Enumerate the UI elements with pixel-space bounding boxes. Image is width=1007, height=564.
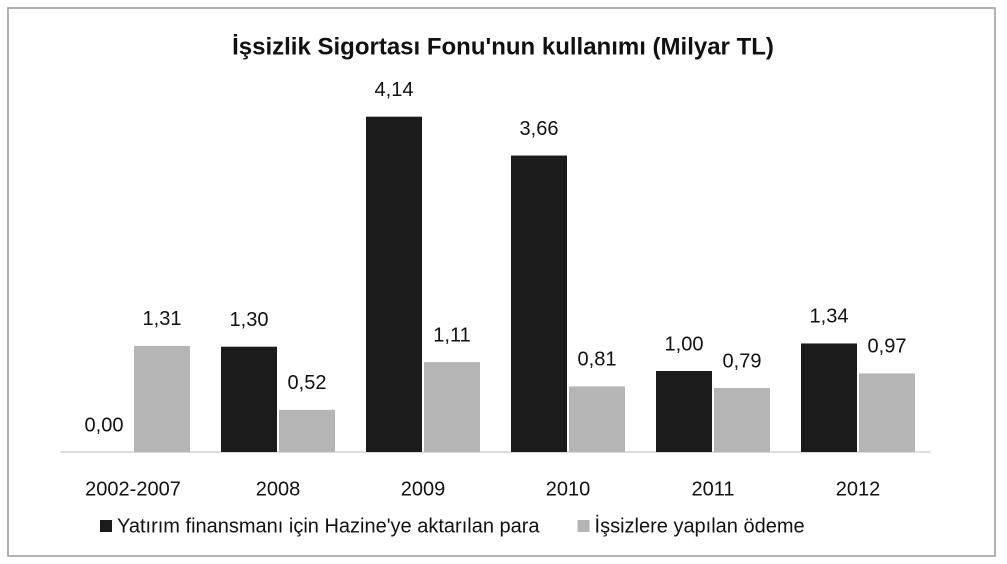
bar — [801, 343, 857, 452]
bar — [656, 371, 712, 452]
bar — [569, 386, 625, 452]
legend-swatch — [577, 520, 590, 532]
data-label: 0,52 — [288, 372, 327, 394]
bar — [366, 116, 422, 452]
x-tick-label: 2012 — [836, 478, 881, 500]
chart-frame — [7, 7, 996, 557]
x-tick-label: 2008 — [256, 478, 301, 500]
data-label: 1,00 — [665, 333, 704, 355]
data-label: 4,14 — [375, 79, 414, 101]
bar — [859, 373, 915, 452]
bar — [134, 345, 190, 452]
data-label: 0,00 — [85, 414, 124, 436]
legend-label: İşsizlere yapılan ödeme — [595, 514, 805, 537]
data-label: 1,11 — [433, 324, 470, 346]
x-tick-label: 2011 — [691, 478, 734, 500]
data-label: 1,31 — [143, 308, 182, 330]
bar — [221, 346, 277, 452]
legend-swatch — [100, 520, 112, 532]
data-label: 0,79 — [723, 350, 762, 372]
legend-label: Yatırım finansmanı için Hazine'ye aktarı… — [117, 515, 540, 537]
bar — [424, 362, 480, 452]
bar — [714, 388, 770, 452]
data-label: 3,66 — [520, 118, 559, 140]
x-tick-label: 2010 — [546, 478, 591, 500]
x-tick-label: 2002-2007 — [85, 478, 181, 500]
x-tick-label: 2009 — [401, 478, 446, 500]
data-label: 0,81 — [578, 349, 617, 371]
chart-title: İşsizlik Sigortası Fonu'nun kullanımı (M… — [232, 33, 774, 60]
data-label: 1,34 — [810, 306, 849, 328]
data-label: 1,30 — [230, 309, 269, 331]
data-label: 0,97 — [868, 336, 907, 358]
bar — [279, 409, 335, 452]
bar — [511, 155, 567, 453]
